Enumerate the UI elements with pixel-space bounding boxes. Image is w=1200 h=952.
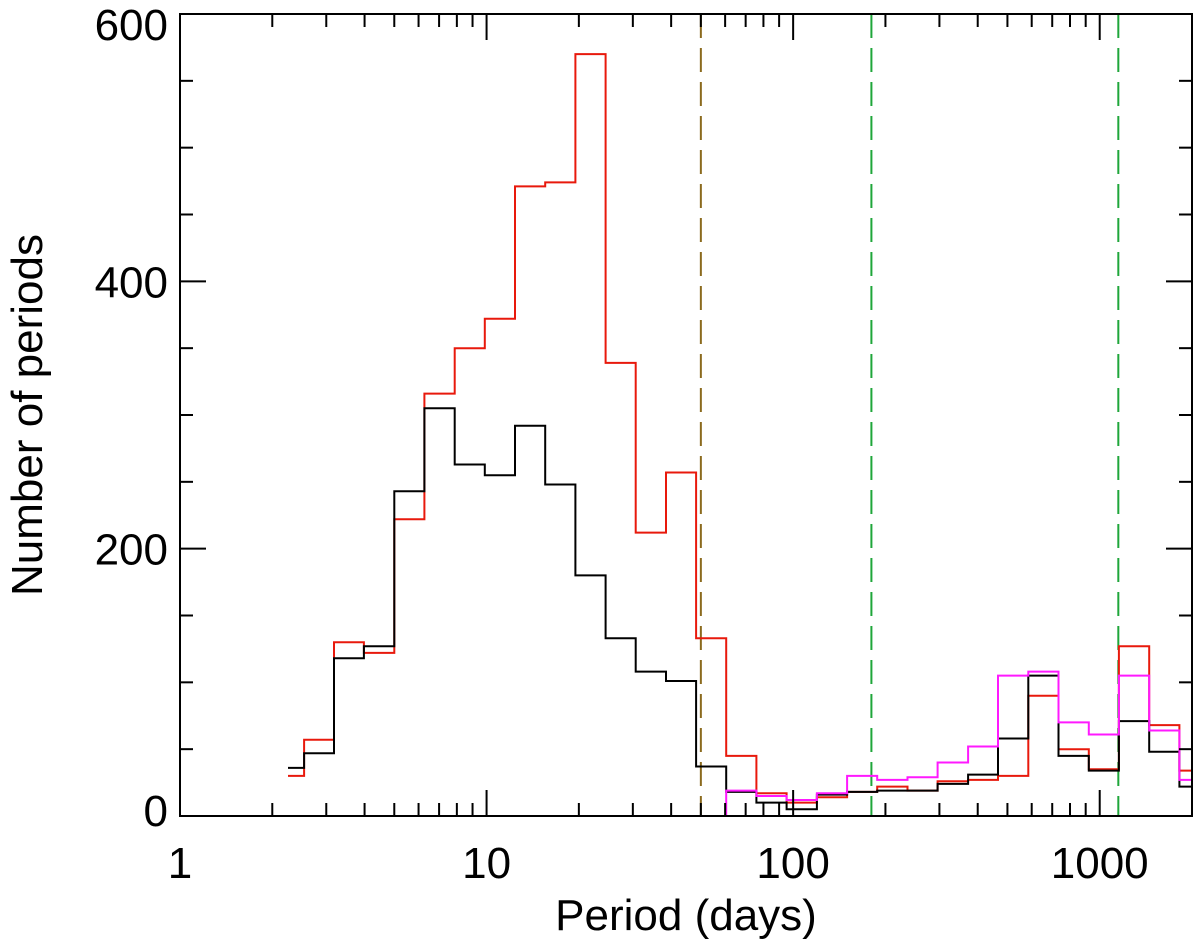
- series-1-line: [288, 53, 1192, 804]
- x-axis-label: Period (days): [555, 891, 817, 940]
- y-tick-label: 200: [95, 526, 168, 575]
- x-tick-label: 10: [462, 839, 511, 888]
- axis-tick-labels: 1 10 100 1000 0 200 400 600: [95, 1, 1149, 888]
- y-tick-label: 0: [144, 787, 168, 836]
- axis-ticks: [179, 13, 1192, 817]
- series-3-line: [696, 670, 1192, 817]
- y-tick-label: 400: [95, 258, 168, 307]
- x-tick-label: 100: [756, 839, 829, 888]
- series-layer: [288, 53, 1192, 817]
- x-tick-label: 1: [168, 839, 192, 888]
- y-axis-label: Number of periods: [3, 234, 52, 596]
- x-tick-label: 1000: [1051, 839, 1149, 888]
- plot-background: [180, 14, 1192, 816]
- y-tick-label: 600: [95, 1, 168, 50]
